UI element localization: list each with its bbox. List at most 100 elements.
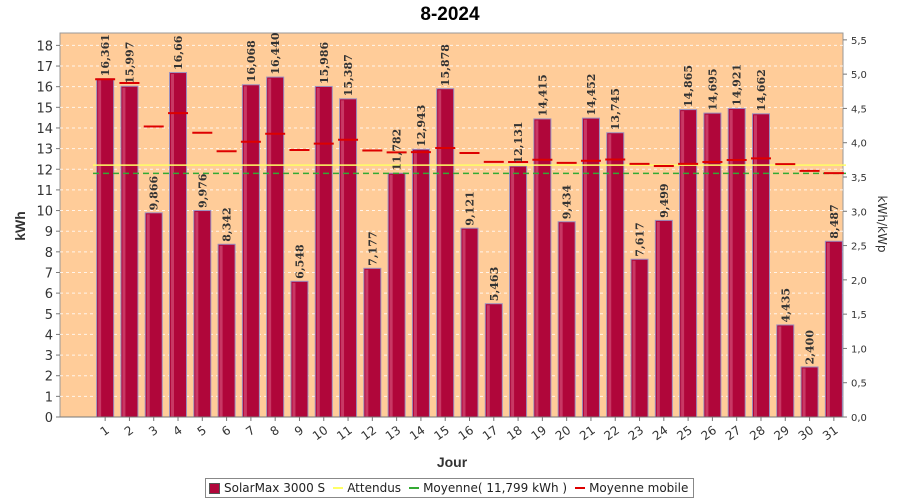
bar-value-label: 14,865 [682,65,695,107]
x-tick-label: 23 [626,423,647,443]
legend-label-moyenne-mobile: Moyenne mobile [589,481,689,495]
bar-data-labels: 16,361 15,997 9,866 16,66 9,976 8,342 16,068 16… [99,32,841,364]
bar-highlight [462,229,466,417]
legend-swatch-attendus [333,487,344,489]
x-tick-label: 9 [292,423,306,439]
bar-value-label: 14,921 [731,64,744,106]
x-tick-label: 26 [699,423,720,443]
bar-highlight [656,221,660,417]
chart-title: 8-2024 [420,4,480,25]
x-axis: 1 2 3 4 5 6 7 8 9 10 11 12 13 14 15 16 17 18 19 20 21 22 23 24 2… [60,416,843,443]
bar-value-label: 14,452 [585,74,598,116]
bar-value-label: 7,617 [634,222,647,256]
x-tick-label: 3 [146,423,160,439]
x-tick-label: 7 [243,423,257,439]
bar-value-label: 15,997 [123,42,136,84]
bar-highlight [389,174,393,417]
x-tick-label: 31 [820,423,841,443]
bar-highlight [243,86,247,417]
bar-value-label: 6,548 [293,244,306,279]
line-series [93,78,846,175]
bar-highlight [122,87,126,418]
x-tick-label: 22 [601,423,622,443]
x-tick-label: 16 [456,423,477,443]
y2-tick-label: 5,5 [851,36,867,47]
x-tick-label: 8 [268,423,282,439]
x-tick-label: 12 [359,423,380,443]
y-tick-label: 10 [36,205,53,220]
bar-highlight [316,87,320,417]
y-tick-label: 2 [45,370,53,385]
bar-value-label: 12,943 [415,105,428,147]
bar-highlight [729,109,733,417]
y-tick-label: 16 [36,81,53,96]
bar-highlight [98,80,102,417]
legend-label-production: SolarMax 3000 S [224,481,326,495]
legend-item-attendus: Attendus [333,481,401,495]
y2-tick-label: 0,5 [851,379,867,390]
bar-value-label: 15,878 [439,44,452,86]
x-tick-label: 5 [195,423,209,439]
y-tick-label: 17 [36,60,53,75]
bar-value-label: 8,487 [828,204,841,238]
y-tick-label: 7 [45,266,53,281]
bar-highlight [535,120,539,418]
y2-tick-label: 5,0 [851,70,867,81]
bar-highlight [438,90,442,417]
y-axis-label: kWh [12,211,28,241]
bar-value-label: 9,434 [561,184,574,219]
x-tick-label: 6 [219,423,233,439]
bar-highlight [802,368,806,417]
bar-highlight [171,74,175,418]
bar-value-label: 16,361 [99,34,112,76]
bar-highlight [341,100,345,418]
y-tick-label: 6 [45,287,53,302]
x-tick-label: 28 [747,423,768,443]
bar-highlight [778,326,782,417]
x-tick-label: 4 [170,423,184,439]
y2-axis-label: kWh/kWp [875,196,889,253]
bar-value-label: 16,66 [172,35,185,70]
y2-tick-label: 4,0 [851,139,867,150]
y2-tick-label: 2,0 [851,276,867,287]
y2-tick-label: 1,5 [851,310,867,321]
x-tick-label: 30 [796,423,817,443]
y2-tick-label: 0,0 [851,413,867,424]
legend-item-moyenne: Moyenne( 11,799 kWh ) [409,481,567,495]
bar-value-label: 13,745 [609,88,622,130]
x-tick-label: 11 [334,423,355,443]
x-tick-label: 21 [577,423,598,443]
y-tick-label: 18 [36,39,53,54]
y-tick-label: 8 [45,246,53,261]
bar-highlight [195,212,199,417]
legend-swatch-production [209,482,220,494]
y2-tick-label: 2,5 [851,242,867,253]
bar-highlight [753,115,757,417]
x-tick-label: 25 [674,423,695,443]
bar-highlight [219,245,223,417]
bar-value-label: 15,387 [342,54,355,96]
bar-value-label: 9,976 [196,173,209,208]
bar-highlight [486,305,490,417]
legend-swatch-moyenne [409,487,420,489]
legend-item-moyenne-mobile: Moyenne mobile [575,481,688,495]
bar-highlight [826,242,830,417]
bar-highlight [608,134,612,418]
bar-value-label: 5,463 [488,267,501,301]
legend-swatch-moyenne-mobile [575,487,586,489]
y2-tick-label: 4,5 [851,104,867,115]
bar-value-label: 16,068 [245,40,258,82]
bar-value-label: 16,440 [269,32,282,74]
bar-highlight [413,150,417,417]
x-tick-label: 10 [310,423,331,443]
y-tick-label: 13 [36,143,53,158]
bar-value-label: 8,342 [221,207,234,241]
y-tick-label: 11 [36,184,53,199]
x-tick-label: 24 [650,423,671,443]
y-tick-label: 0 [45,411,53,426]
bar-value-label: 14,662 [755,69,768,111]
bar-value-label: 14,415 [536,74,549,116]
bar-value-label: 4,435 [779,288,792,322]
